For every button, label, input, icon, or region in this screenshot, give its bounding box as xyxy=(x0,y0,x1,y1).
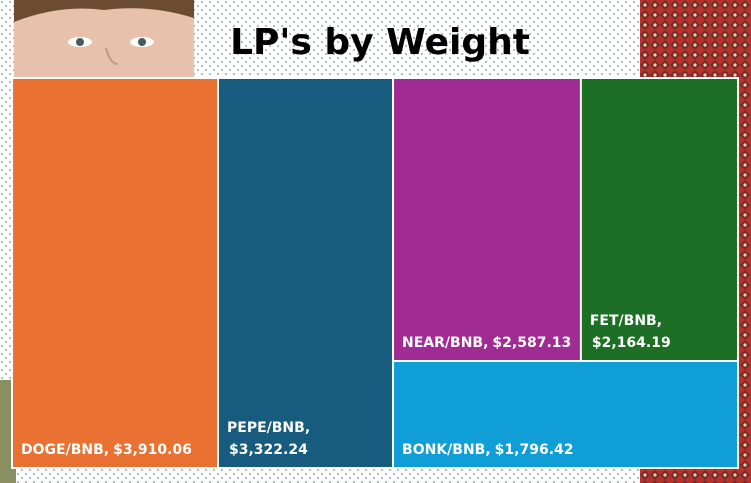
tile-value-label: $3,910.06 xyxy=(113,442,192,458)
tile-label: DOGE/BNB, xyxy=(21,442,109,458)
tile-label: NEAR/BNB, xyxy=(402,335,488,351)
tile-value-label: $3,322.24 xyxy=(229,442,308,458)
tile-value-label: $2,164.19 xyxy=(592,335,671,351)
face-image xyxy=(14,0,194,78)
treemap-tile xyxy=(219,79,393,467)
chart-title: LP's by Weight xyxy=(230,22,530,63)
treemap-tile xyxy=(394,362,737,467)
tile-value-label: $1,796.42 xyxy=(495,442,574,458)
tile-value-label: $2,587.13 xyxy=(492,335,571,351)
tile-label: FET/BNB, xyxy=(590,313,662,329)
tile-label: BONK/BNB, xyxy=(402,442,491,458)
treemap-tile xyxy=(581,79,737,361)
treemap-tile xyxy=(394,79,580,361)
treemap-tile xyxy=(13,79,218,467)
tile-label: PEPE/BNB, xyxy=(227,420,310,436)
